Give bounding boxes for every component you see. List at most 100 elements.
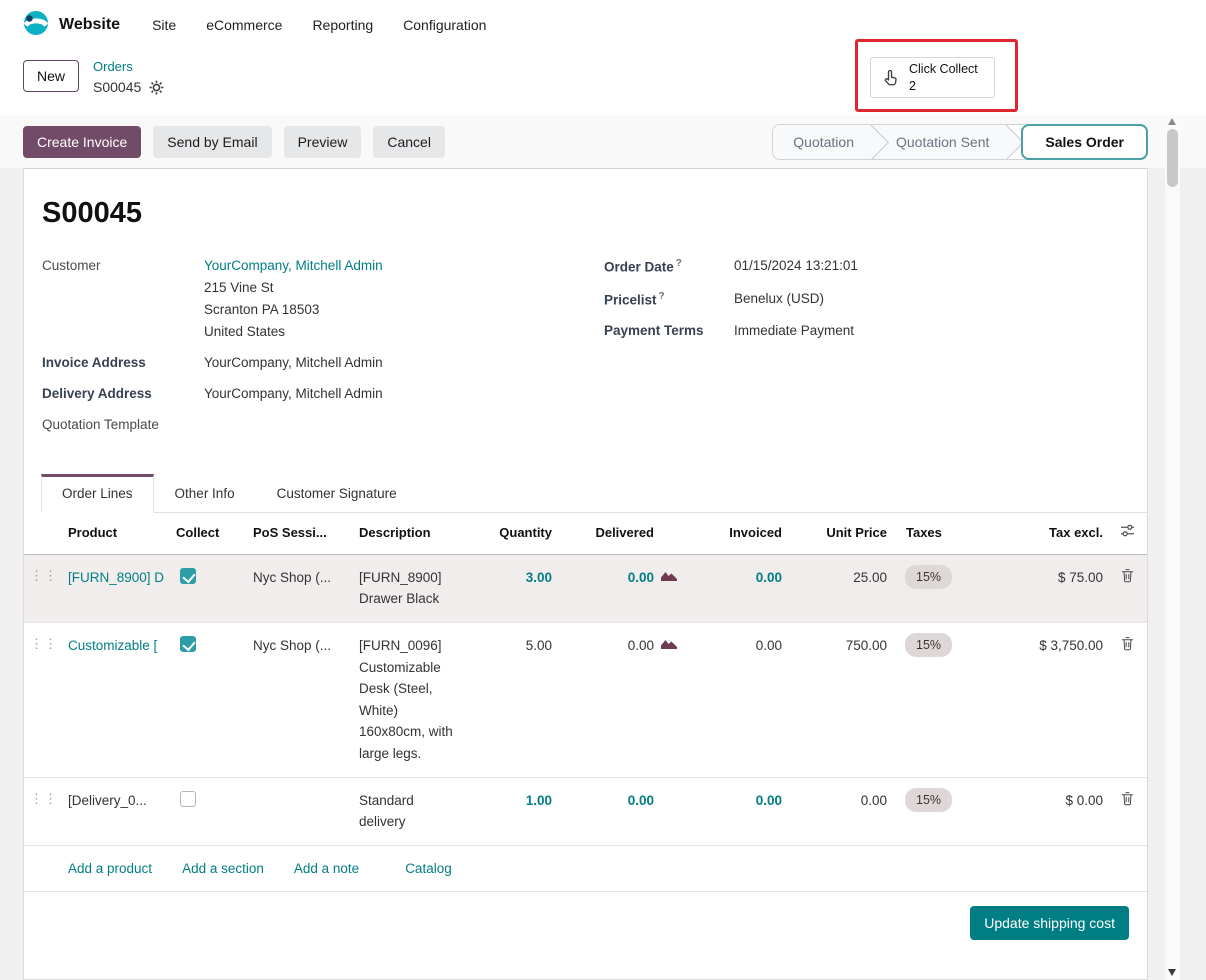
product-link[interactable]: [FURN_8900] D [68,569,165,585]
hand-pointer-icon [881,68,901,88]
quantity-cell[interactable]: 1.00 [525,792,552,808]
delete-row-icon[interactable] [1107,555,1147,583]
preview-button[interactable]: Preview [283,125,362,158]
menu-site[interactable]: Site [152,17,177,33]
collect-checkbox[interactable] [180,567,196,584]
description-cell[interactable]: Standard delivery [359,792,414,830]
settings-gear-icon[interactable] [149,80,164,95]
order-line-row: ⋮⋮ Customizable [ Nyc Shop (... [FURN_00… [24,623,1147,778]
app-brand[interactable]: Website [23,10,120,41]
send-by-email-button[interactable]: Send by Email [153,125,272,158]
optional-columns-icon[interactable] [1107,513,1147,554]
add-a-note-link[interactable]: Add a note [293,860,360,876]
order-form-sheet: S00045 Customer YourCompany, Mitchell Ad… [23,168,1148,980]
quantity-cell[interactable]: 5.00 [525,637,552,653]
pos-session-cell[interactable]: Nyc Shop (... [253,569,332,585]
pos-session-cell[interactable]: Nyc Shop (... [253,637,332,653]
notebook-tabs: Order Lines Other Info Customer Signatur… [41,474,1147,513]
click-collect-button[interactable]: Click Collect 2 [870,57,995,98]
col-quantity[interactable]: Quantity [499,525,552,540]
tax-excl-cell: $ 3,750.00 [1039,637,1103,653]
status-step-quotation-sent[interactable]: Quotation Sent [871,124,1008,159]
quotation-template-value[interactable] [204,417,587,432]
delete-row-icon[interactable] [1107,623,1147,651]
invoiced-cell[interactable]: 0.00 [755,637,782,653]
col-pos-session[interactable]: PoS Sessi... [253,525,327,540]
menu-ecommerce[interactable]: eCommerce [206,17,283,33]
tab-order-lines[interactable]: Order Lines [41,474,154,513]
product-link[interactable]: [Delivery_0... [68,792,147,808]
forecast-chart-icon[interactable] [660,636,678,649]
update-shipping-cost-button[interactable]: Update shipping cost [970,905,1129,940]
scrollbar-up-arrow-icon[interactable] [1168,118,1176,125]
create-invoice-button[interactable]: Create Invoice [23,125,142,158]
payment-terms-label: Payment Terms [604,323,704,338]
collect-checkbox[interactable] [180,635,196,652]
menu-reporting[interactable]: Reporting [312,17,374,33]
invoiced-cell[interactable]: 0.00 [755,569,782,585]
invoice-address-value[interactable]: YourCompany, Mitchell Admin [204,355,383,370]
col-description[interactable]: Description [359,525,431,540]
customer-country: United States [204,324,286,339]
cancel-button[interactable]: Cancel [373,125,445,158]
breadcrumb-orders-link[interactable]: Orders [93,59,133,74]
add-a-product-link[interactable]: Add a product [68,860,153,876]
col-unit-price[interactable]: Unit Price [826,525,887,540]
quotation-template-label: Quotation Template [42,417,159,432]
product-link[interactable]: Customizable [ [68,637,158,653]
scrollbar-down-arrow-icon[interactable] [1168,969,1176,976]
scrollbar[interactable] [1165,115,1180,980]
col-product[interactable]: Product [68,525,118,540]
pos-session-cell[interactable] [249,778,352,802]
collect-checkbox[interactable] [180,790,196,807]
status-step-sales-order[interactable]: Sales Order [1021,123,1148,160]
col-collect[interactable]: Collect [176,525,220,540]
breadcrumb-row: New Orders S00045 [0,50,1206,109]
tax-badge[interactable]: 15% [905,632,953,657]
delivered-cell[interactable]: 0.00 [627,637,654,653]
delete-row-icon[interactable] [1107,778,1147,806]
delivery-address-value[interactable]: YourCompany, Mitchell Admin [204,386,383,401]
order-date-label: Order Date [604,259,674,275]
col-invoiced[interactable]: Invoiced [729,525,782,540]
order-line-row: ⋮⋮ [FURN_8900] D Nyc Shop (... [FURN_890… [24,554,1147,623]
invoiced-cell[interactable]: 0.00 [755,792,782,808]
col-tax-excl[interactable]: Tax excl. [1049,525,1103,540]
quantity-cell[interactable]: 3.00 [525,569,552,585]
tax-badge[interactable]: 15% [905,787,953,812]
tab-customer-signature[interactable]: Customer Signature [256,474,418,512]
scrollbar-thumb[interactable] [1167,129,1178,187]
order-date-help-icon: ? [675,258,682,269]
status-step-quotation[interactable]: Quotation [773,124,872,159]
customer-link[interactable]: YourCompany, Mitchell Admin [204,258,383,273]
pricelist-value[interactable]: Benelux (USD) [734,290,825,306]
order-date-value[interactable]: 01/15/2024 13:21:01 [734,258,858,273]
website-app-logo-icon [23,10,49,41]
unit-price-cell[interactable]: 0.00 [860,792,887,808]
breadcrumb-current: S00045 [93,78,142,95]
field-invoice-address: Invoice Address YourCompany, Mitchell Ad… [42,355,587,370]
top-navbar: Website Site eCommerce Reporting Configu… [0,0,1206,50]
unit-price-cell[interactable]: 750.00 [845,637,887,653]
menu-configuration[interactable]: Configuration [403,17,487,33]
tab-other-info[interactable]: Other Info [154,474,256,512]
form-control-bar: Create Invoice Send by Email Preview Can… [0,115,1206,168]
col-delivered[interactable]: Delivered [595,525,654,540]
col-taxes[interactable]: Taxes [906,525,942,540]
unit-price-cell[interactable]: 25.00 [853,569,887,585]
drag-handle-icon[interactable]: ⋮⋮ [30,790,58,806]
delivered-cell[interactable]: 0.00 [627,569,654,585]
new-button[interactable]: New [23,60,80,93]
drag-handle-icon[interactable]: ⋮⋮ [30,635,58,651]
payment-terms-value[interactable]: Immediate Payment [734,323,855,338]
description-cell[interactable]: [FURN_0096] Customizable Desk (Steel, Wh… [359,637,453,761]
description-cell[interactable]: [FURN_8900] Drawer Black [359,569,442,607]
tax-badge[interactable]: 15% [905,564,953,589]
add-a-section-link[interactable]: Add a section [182,860,264,876]
drag-handle-icon[interactable]: ⋮⋮ [30,567,58,583]
order-line-row: ⋮⋮ [Delivery_0... Standard delivery 1.00… [24,778,1147,846]
delivered-cell[interactable]: 0.00 [627,792,654,808]
order-fields: Customer YourCompany, Mitchell Admin 215… [42,258,1127,448]
catalog-link[interactable]: Catalog [405,860,452,876]
forecast-chart-icon[interactable] [660,568,678,581]
